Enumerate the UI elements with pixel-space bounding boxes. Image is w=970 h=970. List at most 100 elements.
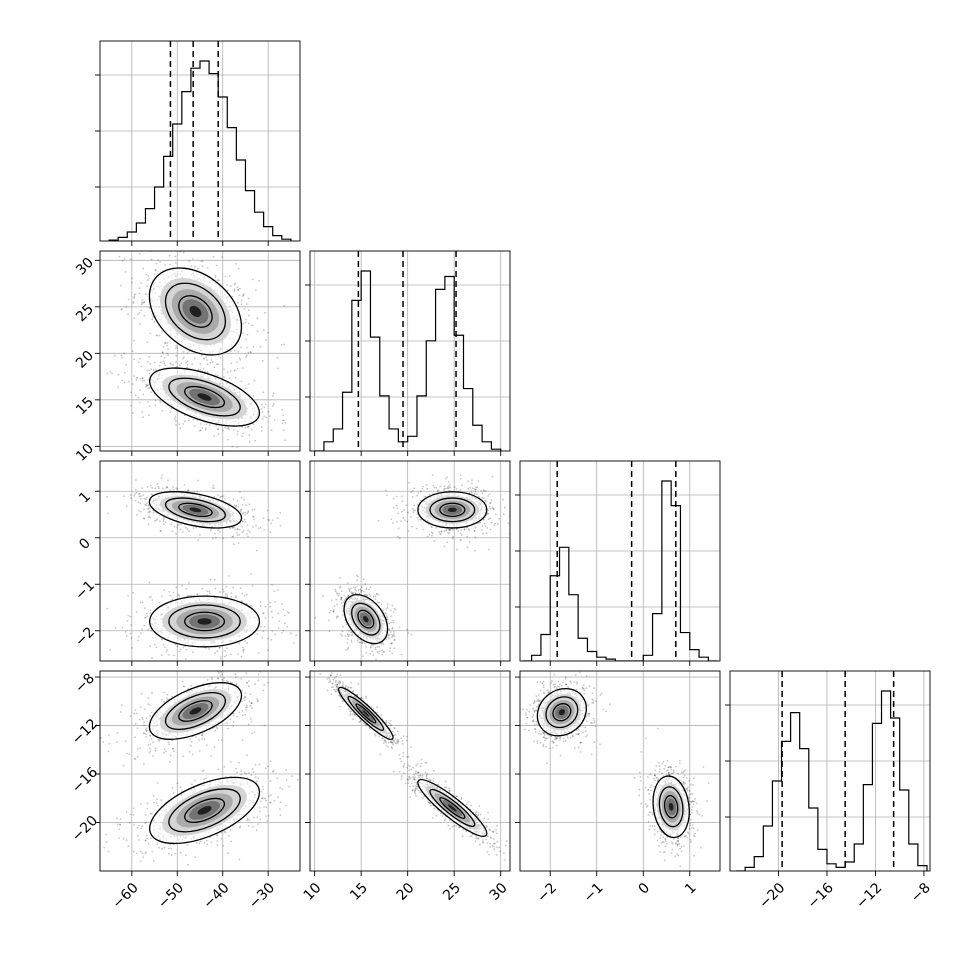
scatter-point	[206, 267, 209, 269]
scatter-point	[259, 625, 262, 628]
scatter-point	[371, 650, 373, 653]
contour-line	[164, 497, 226, 523]
scatter-point	[396, 521, 398, 523]
scatter-point	[176, 526, 179, 529]
scatter-point	[269, 415, 271, 417]
scatter-point	[355, 589, 357, 592]
scatter-point	[335, 592, 338, 594]
scatter-point	[133, 297, 135, 299]
contour-line	[429, 497, 476, 523]
scatter-point	[181, 680, 184, 683]
scatter-point	[215, 665, 217, 667]
scatter-point	[155, 646, 158, 649]
scatter-point	[150, 493, 153, 496]
scatter-point	[116, 732, 119, 734]
scatter-point	[185, 648, 188, 651]
scatter-point	[352, 586, 355, 589]
scatter-point	[211, 677, 213, 679]
scatter-point	[189, 594, 192, 597]
scatter-point	[272, 405, 274, 407]
scatter-point	[392, 507, 395, 509]
scatter-point	[374, 648, 377, 651]
contour-line	[149, 595, 261, 648]
scatter-point	[234, 282, 237, 285]
scatter-point	[244, 321, 247, 324]
scatter-point	[448, 528, 451, 531]
scatter-point	[138, 401, 141, 404]
scatter-point	[146, 248, 148, 250]
scatter-point	[280, 632, 283, 634]
scatter-point	[455, 488, 458, 490]
scatter-point	[217, 494, 220, 496]
scatter-point	[274, 601, 276, 603]
scatter-point	[183, 484, 186, 486]
scatter-point	[146, 729, 149, 732]
scatter-point	[487, 512, 490, 515]
scatter-point	[346, 642, 349, 644]
scatter-point	[196, 490, 199, 493]
scatter-point	[151, 318, 154, 321]
scatter-point	[243, 498, 245, 501]
scatter-point	[130, 391, 133, 394]
scatter-point	[114, 627, 117, 629]
scatter-point	[172, 488, 175, 491]
scatter-point	[147, 507, 150, 510]
scatter-point	[143, 624, 146, 627]
scatter-point	[199, 369, 202, 371]
scatter-point	[199, 429, 202, 432]
scatter-point	[239, 287, 241, 290]
scatter-point	[226, 438, 229, 441]
scatter-point	[392, 522, 394, 524]
scatter-point	[167, 348, 169, 350]
scatter-point	[385, 489, 387, 492]
scatter-point	[169, 362, 172, 364]
scatter-point	[392, 635, 394, 638]
scatter-point	[160, 638, 163, 640]
y-tick-label: 0	[76, 535, 94, 553]
scatter-point	[489, 528, 492, 531]
scatter-point	[263, 406, 266, 409]
scatter-panel-2-0: −2−101	[72, 460, 301, 666]
scatter-point	[165, 650, 168, 653]
scatter-point	[243, 530, 245, 532]
scatter-point	[336, 593, 339, 596]
scatter-point	[245, 533, 248, 535]
scatter-point	[284, 422, 287, 425]
scatter-point	[151, 599, 154, 601]
scatter-point	[162, 346, 165, 348]
scatter-point	[166, 693, 169, 696]
density-mode	[343, 594, 389, 645]
scatter-point	[149, 332, 152, 335]
scatter-point	[191, 363, 194, 365]
scatter-point	[130, 624, 132, 626]
scatter-point	[449, 486, 451, 489]
scatter-point	[283, 305, 286, 307]
scatter-point	[393, 635, 396, 638]
scatter-point	[217, 433, 220, 436]
contour-line	[178, 295, 213, 328]
scatter-point	[210, 359, 213, 361]
scatter-point	[376, 601, 379, 604]
scatter-point	[175, 361, 177, 363]
scatter-point	[187, 489, 189, 492]
scatter-point	[247, 510, 250, 512]
scatter-point	[339, 577, 342, 579]
scatter-point	[138, 361, 140, 364]
scatter-point	[143, 497, 146, 500]
scatter-point	[347, 595, 350, 597]
scatter-point	[443, 489, 445, 491]
scatter-point	[254, 683, 256, 686]
scatter-point	[213, 495, 216, 498]
scatter-point	[199, 423, 202, 425]
scatter-point	[190, 665, 192, 667]
scatter-point	[241, 739, 244, 741]
scatter-point	[244, 387, 247, 390]
scatter-point	[240, 677, 243, 680]
scatter-point	[216, 279, 219, 282]
scatter-point	[236, 361, 238, 363]
scatter-point	[483, 522, 486, 525]
scatter-point	[139, 601, 142, 604]
scatter-point	[410, 516, 412, 518]
scatter-point	[236, 499, 239, 502]
scatter-point	[345, 623, 348, 625]
